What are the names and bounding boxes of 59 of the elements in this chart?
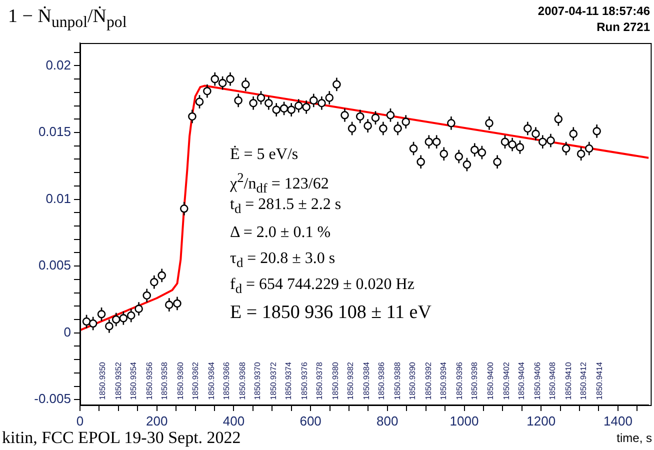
- x-tick-label: 1000: [450, 413, 479, 428]
- annotation: 1850.9374: [284, 362, 294, 400]
- annotation: 1850.9404: [517, 362, 528, 400]
- y-tick-label: 0.02: [46, 57, 71, 72]
- x-tick-label: 0: [76, 413, 84, 428]
- text: 2007-04-11 18:57:46: [538, 4, 650, 18]
- chart-title: 1 − Ṅ$_{unpol}$/Ṅ$_{pol}$: [8, 6, 127, 32]
- annotation: 1850.9360: [176, 362, 186, 400]
- annotation: 1850.9414: [594, 362, 605, 400]
- annotation: 1850.9408: [548, 362, 558, 400]
- annotation: 1850.9364: [206, 362, 217, 400]
- annotation: f$_{d}$ = 654 744.229 ± 0.020 Hz: [230, 276, 414, 298]
- text: kitin, FCC EPOL 19-30 Sept. 2022: [2, 428, 241, 448]
- annotation: 1850.9378: [315, 362, 326, 400]
- annotation: 1850.9380: [330, 362, 341, 400]
- annotation: 1850.9354: [129, 362, 140, 400]
- y-tick-label: -0.005: [34, 391, 71, 406]
- x-axis-title: time, s: [616, 431, 652, 445]
- annotation: 1850.9394: [439, 362, 450, 400]
- annotation: χ$^{2}$/n$_{df}$ = 123/62: [230, 170, 329, 197]
- annotation: 1850.9358: [160, 362, 170, 400]
- annotation: 1850.9376: [300, 362, 310, 400]
- y-tick-label: 0.01: [46, 190, 71, 206]
- y-tick-label: 0.015: [38, 124, 71, 140]
- annotation: E = 1850 936 108 ± 11 eV: [230, 302, 432, 324]
- annotation: Ė = 5 eV/s: [230, 146, 298, 164]
- x-tick-label: 200: [146, 413, 168, 428]
- x-tick-label: 600: [300, 413, 322, 428]
- annotation: 1850.9390: [408, 362, 418, 400]
- annotation: 1850.9384: [362, 362, 372, 400]
- x-tick-label: 800: [376, 413, 398, 428]
- annotation: 1850.9406: [532, 362, 543, 400]
- annotation: 1850.9368: [238, 362, 248, 400]
- annotation: 1850.9370: [253, 362, 264, 400]
- annotation: 1850.9410: [564, 362, 574, 400]
- annotation: 1850.9352: [114, 362, 124, 400]
- annotation: 1850.9386: [377, 362, 388, 400]
- annotation: 1850.9382: [346, 362, 356, 400]
- annotation: 1850.9398: [470, 362, 480, 400]
- annotation: 1850.9350: [98, 362, 108, 400]
- annotation: 1850.9362: [191, 362, 202, 400]
- text: Run 2721: [596, 20, 650, 34]
- annotation: 1850.9366: [222, 362, 232, 400]
- y-tick-label: 0: [64, 324, 71, 340]
- y-tick-label: 0.005: [38, 258, 71, 273]
- annotation: 1850.9388: [392, 362, 403, 400]
- annotation: 1850.9372: [268, 362, 279, 400]
- annotation: t$_{d}$ = 281.5 ± 2.2 s: [230, 196, 342, 218]
- annotation: Δ = 2.0 ± 0.1 %: [230, 224, 331, 242]
- annotation: 1850.9402: [502, 362, 512, 400]
- x-tick-label: 1400: [604, 413, 632, 428]
- annotation: 1850.9356: [144, 362, 155, 400]
- annotation: τ$_{d}$ = 20.8 ± 3.0 s: [230, 250, 336, 272]
- annotation: 1850.9400: [486, 362, 496, 400]
- annotation: 1850.9396: [454, 362, 465, 400]
- x-tick-label: 1200: [526, 413, 556, 428]
- annotation: 1850.9392: [424, 362, 434, 400]
- annotation: 1850.9412: [579, 362, 590, 400]
- x-tick-label: 400: [222, 413, 245, 428]
